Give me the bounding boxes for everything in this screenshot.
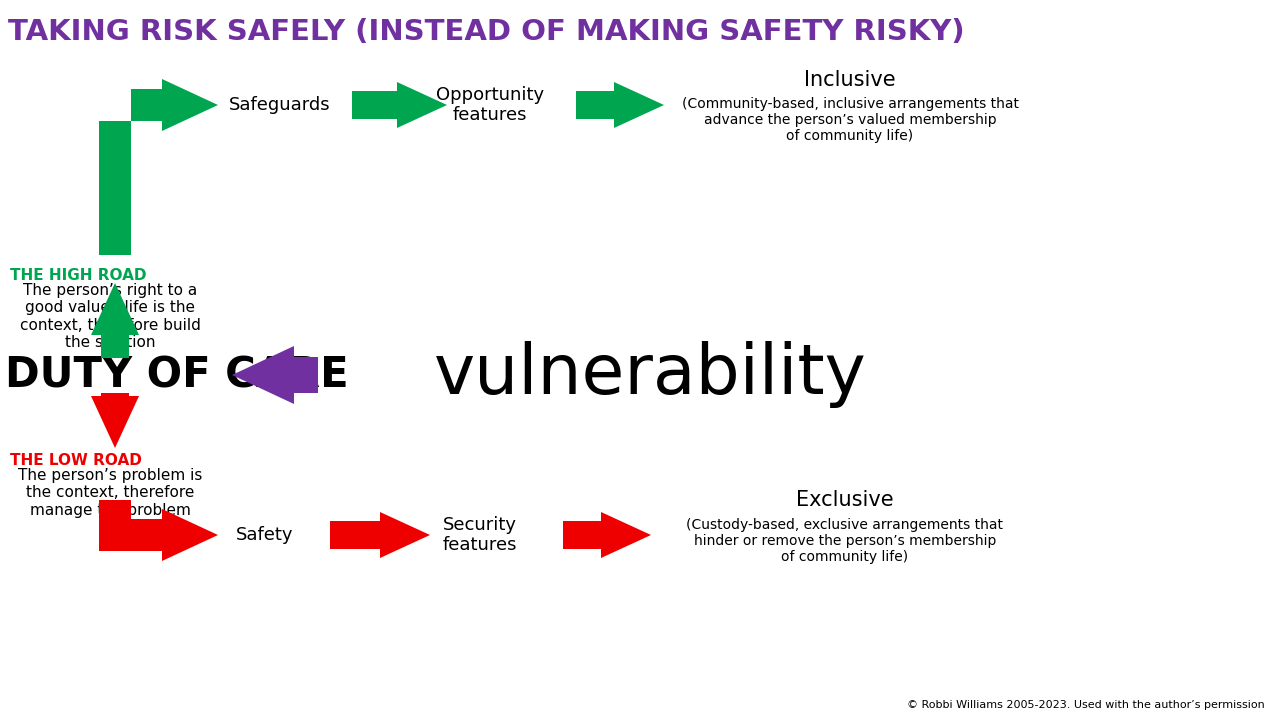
Text: (Custody-based, exclusive arrangements that
hinder or remove the person’s member: (Custody-based, exclusive arrangements t…	[686, 518, 1004, 564]
Text: DUTY OF CARE: DUTY OF CARE	[5, 354, 348, 396]
Polygon shape	[99, 500, 218, 561]
Polygon shape	[576, 82, 664, 128]
Text: Exclusive: Exclusive	[796, 490, 893, 510]
Polygon shape	[91, 393, 140, 448]
Polygon shape	[99, 79, 218, 255]
Polygon shape	[232, 346, 317, 404]
Text: © Robbi Williams 2005-2023. Used with the author’s permission: © Robbi Williams 2005-2023. Used with th…	[908, 700, 1265, 710]
Polygon shape	[563, 512, 652, 558]
Polygon shape	[330, 512, 430, 558]
Text: Opportunity
features: Opportunity features	[436, 86, 544, 125]
Polygon shape	[352, 82, 447, 128]
Text: THE HIGH ROAD: THE HIGH ROAD	[10, 268, 146, 283]
Text: Safeguards: Safeguards	[229, 96, 330, 114]
Text: TAKING RISK SAFELY (INSTEAD OF MAKING SAFETY RISKY): TAKING RISK SAFELY (INSTEAD OF MAKING SA…	[8, 18, 965, 46]
Text: The person’s problem is
the context, therefore
manage the problem: The person’s problem is the context, the…	[18, 468, 202, 518]
Text: (Community-based, inclusive arrangements that
advance the person’s valued member: (Community-based, inclusive arrangements…	[681, 97, 1019, 143]
Text: Security
features: Security features	[443, 516, 517, 554]
Polygon shape	[91, 283, 140, 358]
Text: The person’s right to a
good valued life is the
context, therefore build
the sol: The person’s right to a good valued life…	[19, 283, 201, 350]
Text: THE LOW ROAD: THE LOW ROAD	[10, 453, 142, 468]
Text: vulnerability: vulnerability	[434, 341, 867, 408]
Text: Inclusive: Inclusive	[804, 70, 896, 90]
Text: Safety: Safety	[237, 526, 293, 544]
